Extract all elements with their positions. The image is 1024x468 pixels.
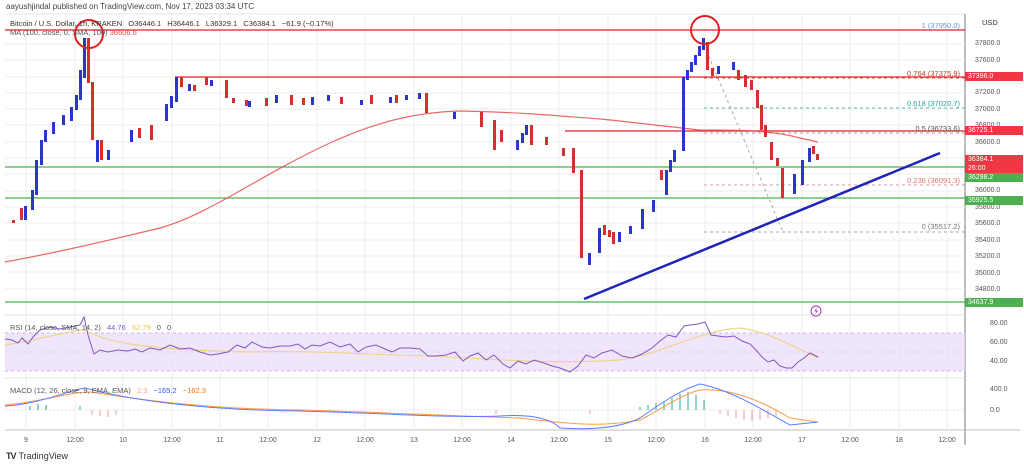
price-tag-support: 34637.9 <box>965 298 1023 307</box>
price-tick: 35800.0 <box>975 204 1001 211</box>
fib-label-05: 0.5 (36733.6) <box>915 124 960 133</box>
fib-label-0236: 0.236 (36091.3) <box>907 176 960 185</box>
rsi-value: 44.76 <box>106 323 126 332</box>
time-tick: 17 <box>798 437 806 444</box>
time-tick: 11 <box>216 437 224 444</box>
close-value: C36384.1 <box>243 19 276 28</box>
ma-value: 36606.6 <box>109 28 137 37</box>
high-value: H36446.1 <box>167 19 200 28</box>
time-tick: 12:00 <box>163 437 181 444</box>
tv-logo-icon: TV <box>6 451 16 461</box>
fib-label-0764: 0.764 (37375.9) <box>907 69 960 78</box>
swing-high-circle-2 <box>690 15 720 45</box>
price-tick: 34800.0 <box>975 286 1001 293</box>
macd-histogram <box>29 392 777 421</box>
time-tick: 12:00 <box>744 437 762 444</box>
time-tick: 12:00 <box>550 437 568 444</box>
macd-tick: 0.0 <box>990 407 1000 414</box>
price-tick: 35600.0 <box>975 220 1001 227</box>
price-tick: 36000.0 <box>975 187 1001 194</box>
time-tick: 12:00 <box>647 437 665 444</box>
time-tick: 15 <box>604 437 612 444</box>
macd-value: −165.2 <box>153 386 177 395</box>
tradingview-logo[interactable]: TV TradingView <box>6 451 68 461</box>
macd-tick: 400.0 <box>990 386 1008 393</box>
low-value: L36329.1 <box>205 19 238 28</box>
lightning-icon[interactable] <box>810 305 822 317</box>
price-tick: 37800.0 <box>975 40 1001 47</box>
price-tag-last-price: 36384.1 <box>965 155 1023 164</box>
fibonacci-retracement[interactable] <box>703 29 965 233</box>
resistance-lines[interactable] <box>5 29 965 132</box>
open-value: O36446.1 <box>128 19 162 28</box>
publisher-caption: aayushjindal published on TradingView.co… <box>6 2 255 11</box>
fib-label-0: 0 (35517.2) <box>921 222 960 231</box>
symbol-label[interactable]: Bitcoin / U.S. Dollar, 1h, KRAKEN <box>10 19 123 28</box>
time-tick: 12:00 <box>356 437 374 444</box>
price-tag-resistance: 37396.0 <box>965 72 1023 81</box>
time-tick: 10 <box>119 437 127 444</box>
moving-average-line <box>4 110 819 263</box>
time-tick: 18 <box>895 437 903 444</box>
time-tick: 12:00 <box>259 437 277 444</box>
tradingview-wordmark: TradingView <box>18 451 69 461</box>
time-tick: 9 <box>24 437 28 444</box>
rsi-line <box>4 315 819 373</box>
time-tick: 12:00 <box>938 437 956 444</box>
time-tick: 12 <box>313 437 321 444</box>
price-tick: 36600.0 <box>975 139 1001 146</box>
price-tick: 37000.0 <box>975 106 1001 113</box>
currency-label[interactable]: USD <box>982 18 998 27</box>
ohlc-legend: Bitcoin / U.S. Dollar, 1h, KRAKEN O36446… <box>10 19 338 28</box>
swing-high-circle-1 <box>74 19 104 49</box>
horizontal-grid <box>5 43 965 290</box>
price-tick: 35200.0 <box>975 253 1001 260</box>
macd-legend[interactable]: MACD (12, 26, close, 9, EMA, EMA) 2.9 −1… <box>10 386 206 395</box>
time-tick: 12:00 <box>841 437 859 444</box>
price-tick: 35400.0 <box>975 237 1001 244</box>
time-tick: 16 <box>701 437 709 444</box>
ascending-trendline[interactable] <box>583 151 941 301</box>
time-tick: 12:00 <box>453 437 471 444</box>
rsi-sma-value: 52.79 <box>131 323 151 332</box>
change-value: −61.9 (−0.17%) <box>281 19 334 28</box>
price-tag-resistance: 36725.1 <box>965 126 1023 135</box>
rsi-legend[interactable]: RSI (14, close, SMA, 14, 2) 44.76 52.79 … <box>10 323 171 332</box>
macd-signal-value: −162.3 <box>182 386 206 395</box>
rsi-label: RSI (14, close, SMA, 14, 2) <box>10 323 101 332</box>
time-tick: 12:00 <box>66 437 84 444</box>
ma-legend[interactable]: MA (100, close, 0, SMA, 100) 36606.6 <box>10 28 137 37</box>
macd-hist-value: 2.9 <box>136 386 148 395</box>
time-tick: 13 <box>410 437 418 444</box>
time-tick: 14 <box>507 437 515 444</box>
rsi-tick: 80.00 <box>990 320 1008 327</box>
macd-line <box>4 383 819 430</box>
macd-label: MACD (12, 26, close, 9, EMA, EMA) <box>10 386 131 395</box>
price-tag-countdown: 26:00 <box>965 164 1023 173</box>
price-tag-support: 35925.5 <box>965 196 1023 205</box>
price-tick: 37600.0 <box>975 57 1001 64</box>
support-lines[interactable] <box>5 166 965 303</box>
ma-label: MA (100, close, 0, SMA, 100) <box>10 28 108 37</box>
price-tag-support: 36298.2 <box>965 173 1023 182</box>
fib-label-1: 1 (37950.0) <box>921 21 960 30</box>
fib-label-0618: 0.618 (37020.7) <box>907 99 960 108</box>
rsi-tick: 40.00 <box>990 358 1008 365</box>
candlesticks[interactable] <box>12 38 819 265</box>
price-tick: 35000.0 <box>975 270 1001 277</box>
rsi-tick: 60.00 <box>990 339 1008 346</box>
price-tick: 37200.0 <box>975 89 1001 96</box>
rsi-extra-1: 0 <box>156 323 161 332</box>
rsi-extra-2: 0 <box>166 323 172 332</box>
price-tick: 36800.0 <box>975 122 1000 129</box>
